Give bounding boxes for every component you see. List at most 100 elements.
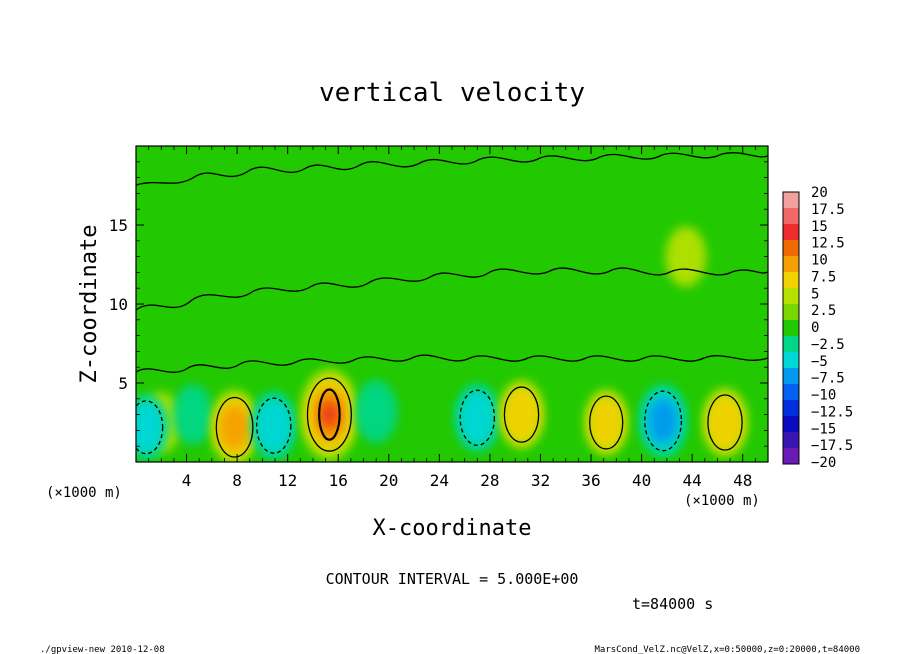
x-tick-label: 28 [480, 471, 499, 490]
field-mark [136, 400, 164, 454]
contour-zero-lower [136, 354, 768, 373]
x-tick-label: 8 [232, 471, 242, 490]
colorbar-label: 15 [811, 219, 828, 235]
colorbar-swatch [783, 224, 799, 241]
colorbar-swatch [783, 416, 799, 433]
downdraft-9 [638, 383, 688, 459]
downdraft-1 [172, 384, 214, 445]
x-tick-label: 32 [531, 471, 550, 490]
colorbar-swatch [783, 288, 799, 305]
colorbar: 2017.51512.5107.552.50−2.5−5−7.5−10−12.5… [782, 185, 853, 471]
y-tick-label: 15 [109, 216, 128, 235]
downdraft-3 [250, 391, 297, 461]
updraft-8 [584, 389, 629, 456]
colorbar-swatch [783, 400, 799, 417]
x-tick-label: 48 [733, 471, 752, 490]
x-tick-label: 24 [430, 471, 449, 490]
colorbar-swatch [783, 256, 799, 273]
colorbar-swatch [783, 320, 799, 337]
colorbar-swatch [783, 448, 799, 465]
updraft-10 [702, 388, 748, 457]
colorbar-swatch [783, 432, 799, 449]
colorbar-swatch [783, 192, 799, 209]
contour-ring [503, 386, 540, 443]
field-mark [255, 398, 293, 454]
contour-interval: CONTOUR INTERVAL = 5.000E+00 [326, 570, 579, 588]
colorbar-label: 0 [811, 320, 819, 336]
field-mark [706, 394, 744, 451]
colorbar-label: 5 [811, 286, 819, 302]
chart-title: vertical velocity [319, 78, 585, 108]
colorbar-swatch [783, 304, 799, 321]
colorbar-swatch [783, 272, 799, 289]
x-tick-label: 12 [278, 471, 297, 490]
field-layer [136, 226, 748, 462]
contour-zero-middle [136, 267, 768, 311]
updraft-7 [498, 380, 545, 449]
contour-ring [256, 397, 292, 454]
field-mark [354, 379, 398, 444]
colorbar-frame [782, 191, 800, 465]
footer-left: ./gpview-new 2010-12-08 [40, 645, 165, 654]
colorbar-swatch [783, 208, 799, 225]
contour-ring-inner [318, 388, 341, 441]
field-mark [503, 387, 540, 443]
colorbar-label: −5 [811, 354, 828, 370]
field-mark [588, 396, 624, 449]
contour-ring [136, 400, 164, 455]
field-mark [219, 404, 250, 450]
field-mark [459, 390, 496, 446]
colorbar-swatch [783, 336, 799, 353]
colorbar-label: −15 [811, 421, 836, 437]
downdraft-6 [454, 383, 501, 453]
colorbar-label: 7.5 [811, 269, 836, 285]
colorbar-label: −20 [811, 455, 836, 471]
footer-right: MarsCond_VelZ.nc@VelZ,x=0:50000,z=0:2000… [594, 645, 860, 654]
downdraft-11 [136, 394, 169, 461]
contour-layer [136, 152, 768, 458]
colorbar-label: −12.5 [811, 404, 853, 420]
colorbar-swatch [783, 240, 799, 257]
x-tick-label: 36 [581, 471, 600, 490]
contour-zero-upper [136, 152, 768, 186]
colorbar-swatch [783, 352, 799, 369]
x-tick-label: 20 [379, 471, 398, 490]
contour-ring [589, 395, 624, 450]
contour-ring [215, 396, 254, 458]
updraft-2 [210, 390, 259, 462]
x-axis-label: X-coordinate [373, 516, 532, 541]
contour-ring [707, 394, 743, 451]
x-tick-label: 16 [329, 471, 348, 490]
field-mark [648, 398, 678, 444]
field-mark [665, 226, 707, 287]
field-mark [172, 384, 214, 445]
colorbar-label: 10 [811, 253, 828, 269]
y-axis-unit: (×1000 m) [46, 485, 122, 501]
x-tick-label: 4 [182, 471, 192, 490]
contour-ring [459, 389, 496, 446]
colorbar-label: −2.5 [811, 337, 845, 353]
colorbar-swatch [783, 368, 799, 385]
updraft-12 [665, 226, 707, 287]
colorbar-swatch [783, 384, 799, 401]
contour-ring [306, 377, 352, 452]
colorbar-label: −17.5 [811, 438, 853, 454]
x-tick-label: 40 [632, 471, 651, 490]
time-label: t=84000 s [632, 595, 713, 613]
colorbar-label: −10 [811, 388, 836, 404]
field-mark [323, 405, 336, 424]
colorbar-label: −7.5 [811, 371, 845, 387]
y-tick-label: 10 [109, 295, 128, 314]
updraft-4 [300, 369, 359, 461]
colorbar-label: 12.5 [811, 236, 845, 252]
downdraft-5 [354, 379, 398, 444]
colorbar-label: 20 [811, 185, 828, 201]
colorbar-label: 2.5 [811, 303, 836, 319]
colorbar-label: 17.5 [811, 202, 845, 218]
y-axis-label: Z-coordinate [77, 225, 102, 384]
contour-ring [644, 390, 683, 452]
y-tick-label: 5 [118, 374, 128, 393]
x-tick-label: 44 [683, 471, 702, 490]
